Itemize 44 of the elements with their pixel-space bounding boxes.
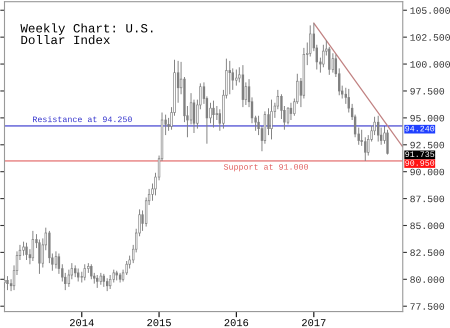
candlestick (332, 52, 334, 74)
ref-line-label: Support at 91.000 (224, 164, 308, 172)
x-tick-label: 2015 (147, 319, 171, 326)
y-tick-label: 97.500 (410, 88, 444, 95)
y-tick-label: 95.000 (410, 114, 444, 122)
candlestick (364, 136, 366, 162)
candlestick (118, 272, 122, 284)
candlestick (228, 60, 231, 95)
candlestick (106, 278, 108, 292)
ref-line-label: Resistance at 94.250 (33, 116, 132, 122)
candlestick (108, 274, 112, 290)
candlestick (80, 271, 83, 284)
candlestick (96, 274, 98, 288)
y-tick-label: 90.000 (410, 168, 444, 176)
candlestick (74, 264, 76, 278)
y-tick-label: 85.000 (410, 222, 444, 230)
x-tick-label: 2014 (70, 319, 94, 326)
y-tick-label: 92.500 (410, 142, 444, 148)
y-tick-label: 102.500 (410, 34, 450, 41)
text: Weekly Chart: U.S. Dollar Index (20, 23, 152, 44)
candlestick (32, 230, 34, 262)
y-tick-label: 77.500 (410, 303, 444, 310)
y-tick-label: 82.500 (410, 249, 444, 256)
x-tick-label: 2016 (224, 319, 248, 326)
candlestick (90, 264, 93, 280)
candlestick (100, 272, 102, 286)
text: 90.950 (405, 160, 434, 166)
candlestick (84, 264, 86, 281)
candlestick (235, 68, 238, 86)
y-tick-label: 100.000 (410, 61, 450, 68)
text: 91.735 (405, 151, 434, 158)
candlestick (116, 270, 118, 281)
candlestick (112, 269, 115, 284)
candlestick (76, 268, 80, 282)
y-tick-label: 80.000 (410, 276, 444, 283)
y-tick-label: 87.500 (410, 196, 444, 202)
x-tick-label: 2017 (302, 319, 326, 326)
text: 94.240 (405, 126, 434, 132)
candlestick (102, 273, 105, 288)
candlestick (376, 115, 380, 142)
candlestick (87, 262, 90, 274)
y-tick-label: 105.000 (410, 7, 450, 14)
candlestick (216, 106, 218, 121)
candlestick (58, 252, 60, 274)
